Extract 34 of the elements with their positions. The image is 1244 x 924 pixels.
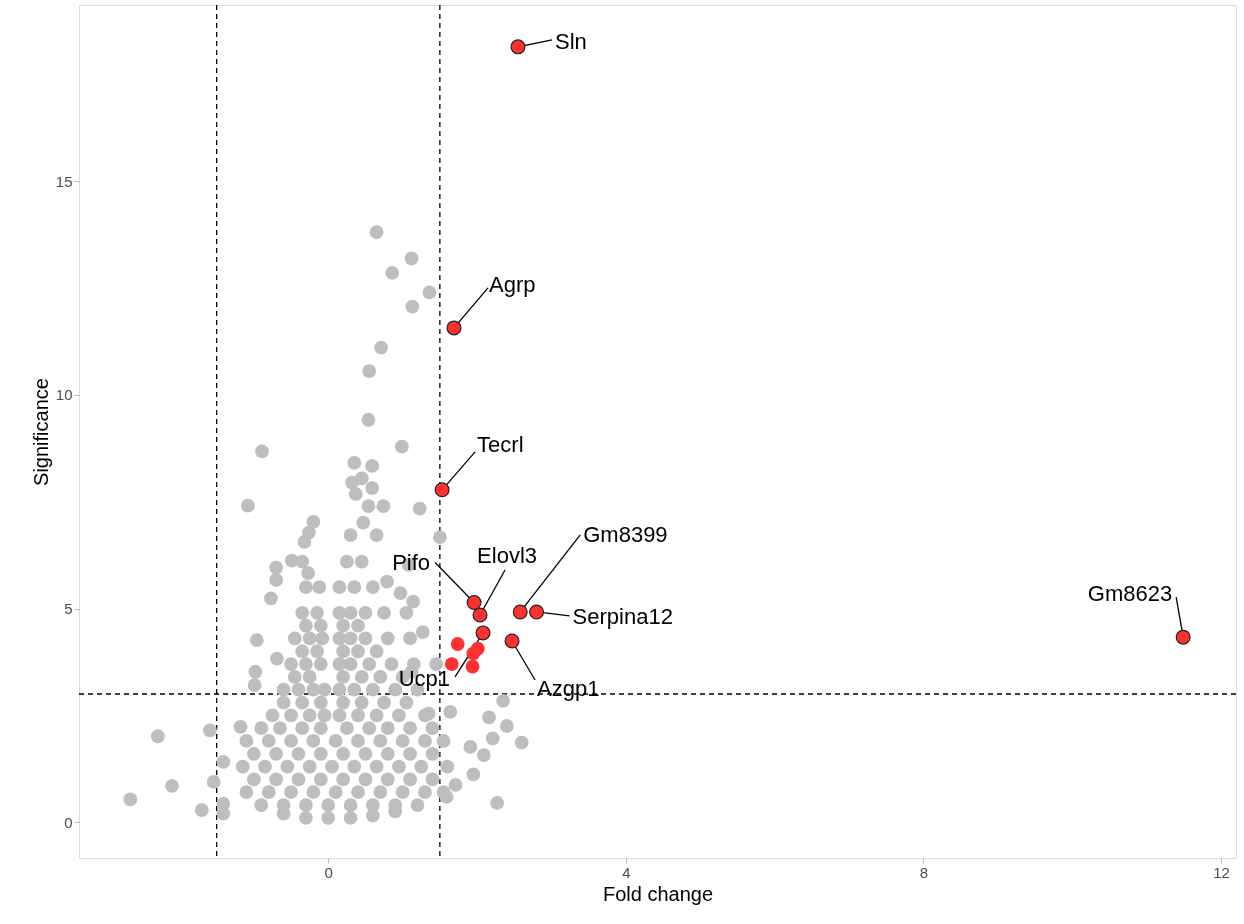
x-tick-label: 0 — [324, 863, 333, 881]
annotation: Agrp — [489, 271, 536, 297]
y-tick-label: 0 — [64, 813, 73, 831]
x-tick-label: 4 — [622, 863, 631, 881]
y-axis-title: Significance — [29, 378, 52, 486]
annotation: Gm8399 — [583, 521, 668, 547]
point — [1175, 629, 1191, 645]
annotation: Sln — [554, 28, 587, 54]
x-tick-label: 8 — [919, 863, 929, 881]
point — [472, 607, 488, 623]
y-tick-label: 15 — [55, 172, 73, 190]
annotation: Ucp1 — [398, 665, 451, 691]
point — [450, 637, 465, 651]
y-tick-label: 10 — [55, 386, 73, 404]
point — [512, 604, 528, 620]
annotation: Gm8623 — [1087, 581, 1173, 607]
point — [529, 604, 545, 620]
annotation: Tecrl — [477, 431, 524, 457]
point — [466, 595, 482, 611]
point — [510, 39, 526, 55]
point — [434, 482, 450, 498]
point — [446, 320, 462, 336]
point — [504, 633, 520, 649]
x-tick-label: 12 — [1213, 863, 1230, 881]
point — [475, 625, 491, 641]
point — [466, 646, 481, 661]
annotation: Serpina12 — [572, 603, 673, 629]
annotation: Azgp1 — [537, 676, 600, 702]
y-tick-label: 5 — [64, 600, 73, 618]
point — [444, 657, 459, 671]
point — [465, 659, 480, 674]
annotation: Pifo — [392, 549, 431, 575]
annotation: Elovl3 — [477, 542, 537, 568]
x-axis-title: Fold change — [602, 882, 714, 905]
